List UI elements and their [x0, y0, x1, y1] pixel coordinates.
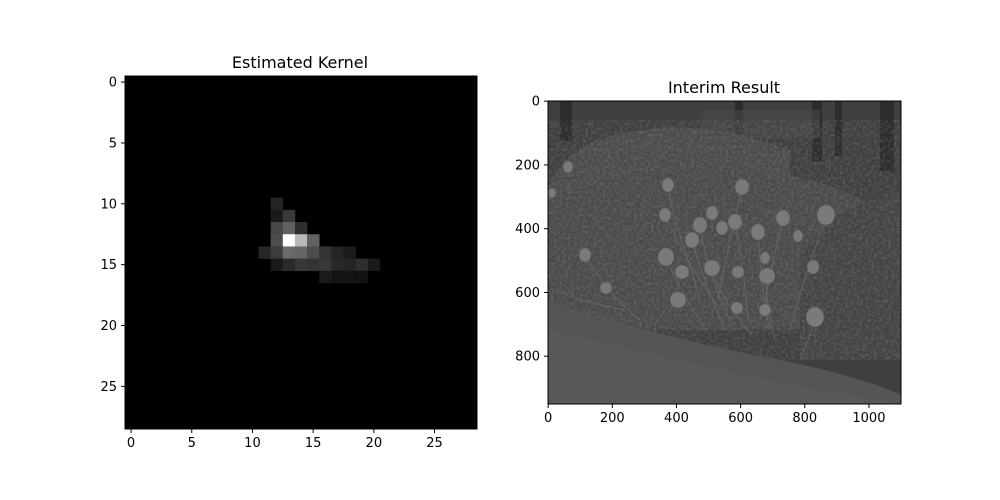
kernel-cell: [343, 246, 356, 259]
kernel-cell: [319, 258, 332, 272]
kernel-cell: [343, 258, 356, 272]
kernel-x-tick-label: 5: [188, 436, 196, 451]
kernel-x-tick-label: 25: [426, 436, 443, 451]
interim-panel: Interim Result: [515, 78, 902, 426]
kernel-x-ticks: 0 5 10 15 20 25: [127, 429, 443, 451]
kernel-title: Estimated Kernel: [232, 53, 368, 72]
interim-x-tick-label: 400: [664, 411, 689, 426]
kernel-cell: [307, 234, 320, 247]
kernel-cell: [331, 246, 344, 259]
kernel-cell: [282, 246, 296, 259]
kernel-cell: [294, 246, 308, 259]
interim-x-tick-label: 1000: [852, 411, 885, 426]
kernel-y-tick-label: 15: [100, 258, 117, 273]
kernel-cell: [270, 246, 284, 259]
kernel-y-ticks: 0 5 10 15 20 25: [100, 76, 125, 395]
kernel-cell: [367, 258, 381, 272]
kernel-cell: [331, 258, 344, 272]
kernel-panel: Estimated Kernel 0 5 10 15 20 25 0 5 10 15 20 25: [100, 53, 478, 451]
kernel-cell: [355, 258, 369, 272]
interim-x-tick-label: 600: [728, 411, 753, 426]
interim-y-tick-label: 0: [532, 95, 540, 110]
interim-y-tick-label: 400: [515, 222, 540, 237]
kernel-y-tick-label: 25: [100, 380, 117, 395]
kernel-cell: [331, 270, 344, 284]
interim-x-tick-label: 0: [544, 411, 552, 426]
kernel-cell: [270, 197, 284, 211]
kernel-y-tick-label: 20: [100, 319, 117, 334]
kernel-cell: [307, 258, 320, 272]
kernel-cell: [258, 246, 271, 259]
kernel-x-tick-label: 10: [244, 436, 261, 451]
kernel-cell: [270, 234, 284, 247]
kernel-cell: [270, 258, 284, 272]
interim-x-ticks: 0 200 400 600 800 1000: [544, 404, 885, 426]
interim-x-tick-label: 800: [792, 411, 817, 426]
interim-frame: [547, 100, 902, 405]
kernel-cells: [258, 197, 381, 284]
kernel-cell: [270, 222, 284, 235]
kernel-cell: [282, 209, 296, 223]
kernel-cell: [270, 209, 284, 223]
kernel-frame: [124, 75, 478, 430]
kernel-cell: [282, 234, 296, 247]
kernel-cell: [343, 270, 356, 284]
kernel-cell: [294, 234, 308, 247]
interim-y-tick-label: 600: [515, 286, 540, 301]
interim-y-ticks: 0 200 400 600 800: [515, 95, 548, 365]
kernel-x-tick-label: 15: [305, 436, 322, 451]
kernel-cell: [355, 270, 369, 284]
kernel-cell: [319, 270, 332, 284]
kernel-cell: [294, 222, 308, 235]
interim-title: Interim Result: [668, 78, 780, 97]
kernel-y-tick-label: 10: [100, 197, 117, 212]
kernel-cell: [319, 246, 332, 259]
kernel-cell: [307, 246, 320, 259]
kernel-x-tick-label: 0: [127, 436, 135, 451]
kernel-y-tick-label: 0: [109, 76, 117, 91]
interim-y-tick-label: 800: [515, 350, 540, 365]
kernel-cell: [282, 222, 296, 235]
kernel-y-tick-label: 5: [109, 136, 117, 151]
interim-x-tick-label: 200: [600, 411, 625, 426]
kernel-cell: [282, 258, 296, 272]
kernel-cell: [294, 258, 308, 272]
interim-y-tick-label: 200: [515, 158, 540, 173]
kernel-x-tick-label: 20: [366, 436, 383, 451]
interim-image: [548, 101, 901, 404]
